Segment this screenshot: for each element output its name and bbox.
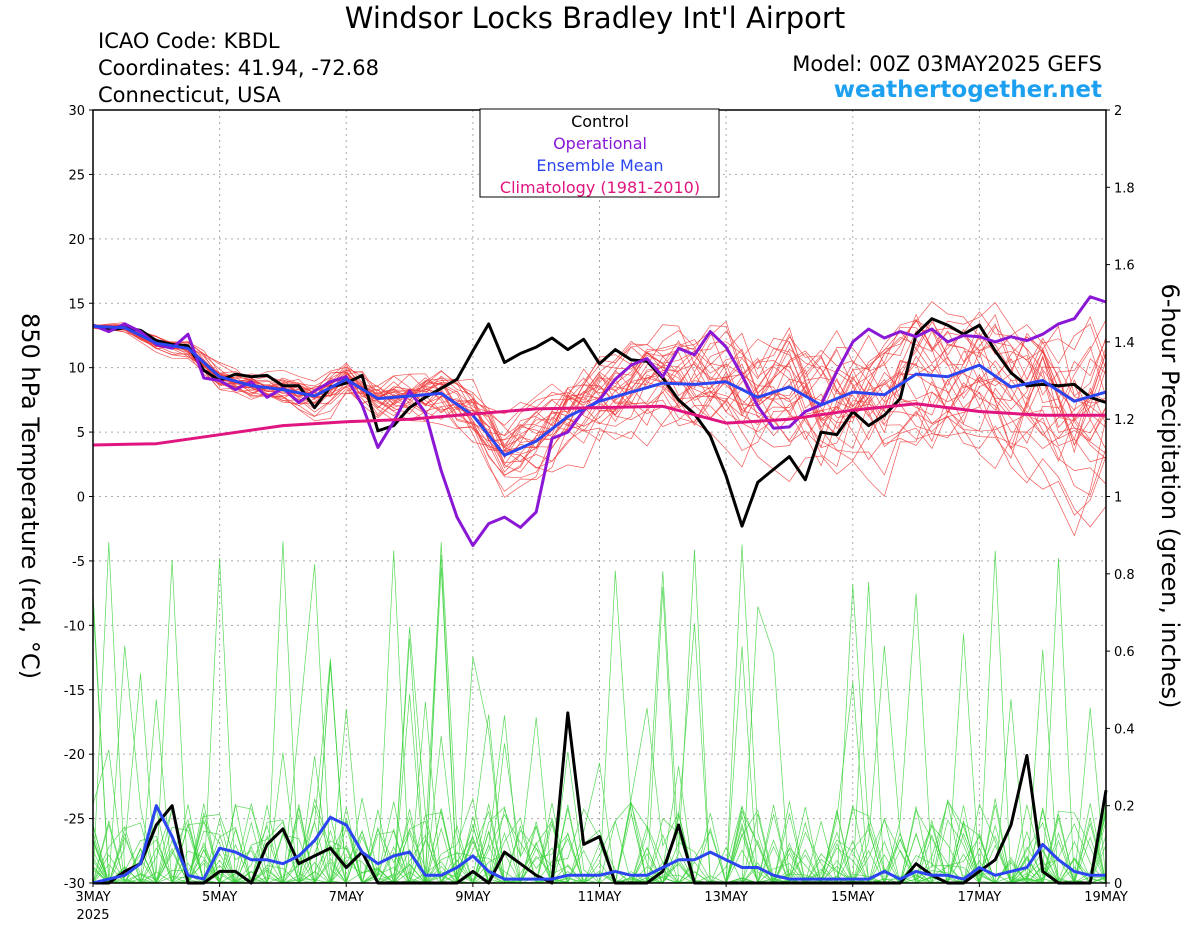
x-tick-label: 19MAY [1084,890,1128,905]
right-axis-label: 6-hour Precipitation (green, inches) [1156,283,1184,708]
member-temp-line [92,323,1107,450]
legend-box [479,108,720,198]
right-tick-label: 0 [1114,877,1122,892]
legend: Control Operational Ensemble Mean Climatolo… [479,108,720,198]
precipitation-ensemble-mean-line [92,804,1106,885]
temperature-climatology-1981-2010--line [92,402,1106,447]
member-temp-line [93,325,1107,476]
left-tick-label: -15 [64,684,85,699]
right-tick-label: 2 [1114,104,1122,119]
member-temp-line [92,321,1107,468]
left-tick-label: 30 [68,104,85,119]
right-tick-label: 0.6 [1114,645,1135,660]
chart-title: Windsor Locks Bradley Int'l Airport [344,1,846,35]
x-tick-label: 7MAY [329,890,364,905]
left-axis-label: 850 hPa Temperature (red, °C) [16,313,44,679]
right-tick-label: 1 [1114,491,1122,506]
left-tick-label: -10 [64,619,85,634]
grid [93,110,1106,883]
site-link[interactable]: weathertogether.net [833,77,1102,103]
right-tick-label: 0.4 [1114,722,1135,737]
icao-code: ICAO Code: KBDL [98,29,280,53]
region: Connecticut, USA [98,83,281,107]
left-tick-label: 15 [68,297,85,312]
member-temp-line [92,323,1107,454]
member-temp-line [92,314,1107,437]
legend-entry: Climatology (1981-2010) [500,178,700,197]
x-tick-label: 15MAY [831,890,875,905]
legend-entry: Control [571,112,629,131]
member-temp-line [92,325,1107,516]
left-tick-label: 25 [68,168,85,183]
coordinates: Coordinates: 41.94, -72.68 [98,56,379,80]
member-temp-line [92,324,1107,448]
right-tick-label: 1.4 [1114,336,1135,351]
temperature-control-line [92,317,1107,528]
left-tick-label: -5 [72,555,85,570]
member-temp-line [92,324,1107,477]
left-tick-label: -25 [64,813,85,828]
left-tick-label: 20 [68,233,85,248]
precipitation-control-line [93,711,1108,885]
member-temp-line [92,325,1107,452]
x-tick-label: 11MAY [578,890,622,905]
x-tick-label: 5MAY [202,890,237,905]
left-tick-label: 0 [77,491,85,506]
member-precip-line [93,606,1107,884]
left-tick-label: 5 [77,426,85,441]
year-label: 2025 [76,908,109,923]
right-tick-label: 0.2 [1114,800,1135,815]
legend-entry: Operational [553,134,647,153]
right-tick-label: 1.6 [1114,259,1135,274]
temperature-ensemble-mean-line [92,324,1107,457]
x-tick-label: 13MAY [704,890,748,905]
member-precip-line [92,806,1107,885]
member-precip-line [93,701,1107,885]
x-tick-label: 17MAY [958,890,1002,905]
right-tick-label: 0.8 [1114,568,1135,583]
x-tick-label: 9MAY [455,890,490,905]
legend-entry: Ensemble Mean [536,156,663,175]
left-tick-label: 10 [68,362,85,377]
left-tick-label: -20 [64,748,85,763]
axis-ticks: 302520151050-5-10-15-20-25-3021.81.61.41… [64,104,1135,923]
series-lines [92,295,1108,885]
x-tick-label: 3MAY [75,890,110,905]
model-run: Model: 00Z 03MAY2025 GEFS [792,52,1102,76]
right-tick-label: 1.8 [1114,181,1135,196]
left-tick-label: -30 [64,877,85,892]
right-tick-label: 1.2 [1114,413,1135,428]
